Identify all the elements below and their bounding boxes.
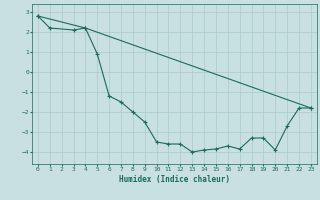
X-axis label: Humidex (Indice chaleur): Humidex (Indice chaleur) [119,175,230,184]
